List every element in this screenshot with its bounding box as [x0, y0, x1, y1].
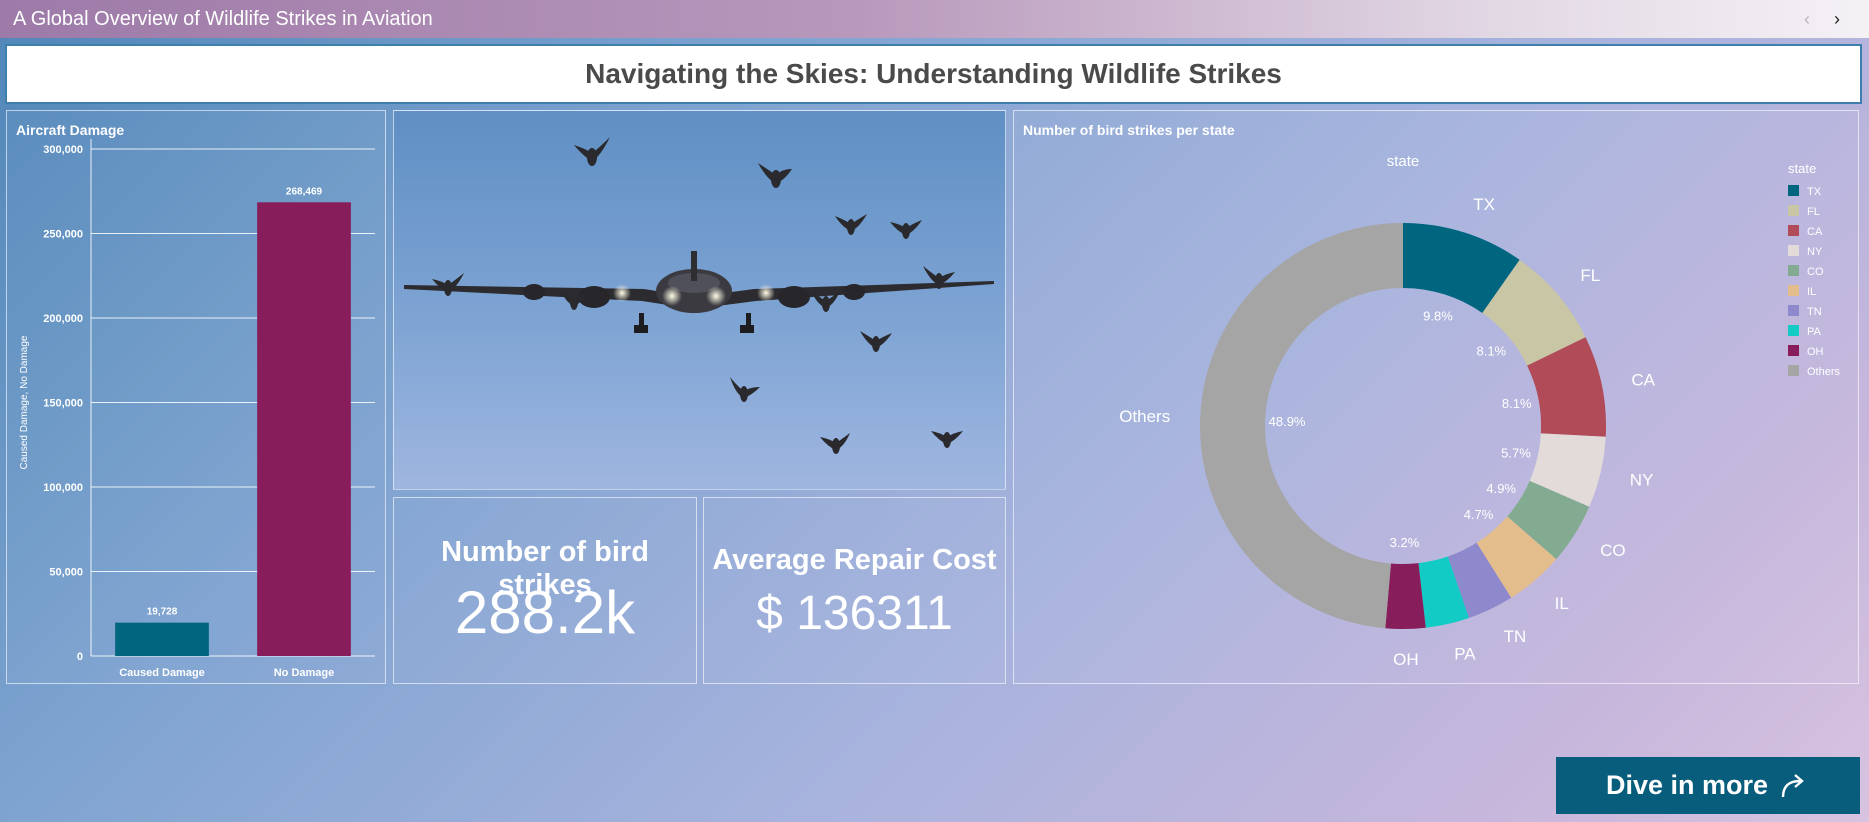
- state-strikes-chart: state 9.8% TX 8.1% FL 8.1% CA 5.7% NY 4.9% CO 4.7% I…: [1119, 153, 1841, 669]
- share-arrow-icon: [1781, 773, 1804, 797]
- donut-chart-title: Number of bird strikes per state: [1023, 122, 1235, 138]
- chevron-right-icon[interactable]: ›: [1834, 8, 1840, 29]
- repair-cost-value: $ 136311: [756, 587, 953, 640]
- x-tick-label: Caused Damage: [119, 667, 205, 679]
- slice-percent-label: 4.9%: [1486, 481, 1516, 496]
- bar[interactable]: [257, 202, 351, 656]
- repair-cost-label: Average Repair Cost: [712, 544, 997, 576]
- legend-swatch[interactable]: [1788, 205, 1799, 216]
- slice-category-label: OH: [1393, 650, 1419, 669]
- slice-category-label: TN: [1504, 627, 1527, 646]
- bird-strikes-kpi: Number of bird strikes 288.2k: [393, 497, 697, 684]
- slice-category-label: CA: [1631, 371, 1655, 390]
- donut-slice[interactable]: [1385, 563, 1426, 629]
- donut-slice[interactable]: [1447, 542, 1512, 618]
- legend-title: state: [1788, 161, 1816, 176]
- y-tick-label: 0: [77, 651, 83, 663]
- legend-label[interactable]: FL: [1807, 206, 1820, 218]
- slice-percent-label: 4.7%: [1464, 507, 1494, 522]
- slice-percent-label: 5.7%: [1501, 446, 1531, 461]
- bar-chart-title: Aircraft Damage: [16, 122, 125, 138]
- birds-group: [432, 137, 963, 454]
- slice-percent-label: 8.1%: [1476, 344, 1506, 359]
- y-axis-label: Caused Damage, No Damage: [19, 335, 30, 469]
- legend-label[interactable]: CO: [1807, 266, 1824, 278]
- donut-slice[interactable]: [1403, 223, 1520, 314]
- bar-value-label: 19,728: [147, 607, 178, 618]
- donut-slice[interactable]: [1418, 556, 1469, 628]
- dashboard-banner: Navigating the Skies: Understanding Wild…: [5, 44, 1862, 104]
- donut-slice[interactable]: [1200, 223, 1403, 629]
- slice-category-label: PA: [1454, 644, 1476, 663]
- donut-slice[interactable]: [1476, 516, 1557, 598]
- slice-percent-label: 48.9%: [1269, 414, 1306, 429]
- y-tick-label: 200,000: [43, 313, 83, 325]
- y-tick-label: 150,000: [43, 398, 83, 410]
- aircraft-damage-chart: 0 50,000 100,000 150,000 200,000 250,000 300,0…: [19, 139, 375, 679]
- x-tick-label: No Damage: [274, 667, 335, 679]
- bird-strikes-value: 288.2k: [454, 579, 636, 646]
- donut-subtitle: state: [1387, 153, 1420, 170]
- legend-label[interactable]: CA: [1807, 226, 1823, 238]
- dive-in-more-button[interactable]: Dive in more: [1556, 757, 1860, 814]
- slice-percent-label: 3.2%: [1390, 535, 1420, 550]
- state-strikes-panel: Number of bird strikes per state state 9.…: [1013, 110, 1859, 684]
- legend-swatch[interactable]: [1788, 225, 1799, 236]
- slice-category-label: TX: [1473, 195, 1495, 214]
- bar-value-label: 268,469: [286, 186, 323, 197]
- y-tick-label: 100,000: [43, 482, 83, 494]
- legend-swatch[interactable]: [1788, 285, 1799, 296]
- slice-category-label: CO: [1600, 541, 1626, 560]
- legend-label[interactable]: Others: [1807, 366, 1841, 378]
- y-tick-label: 300,000: [43, 144, 83, 156]
- legend-swatch[interactable]: [1788, 305, 1799, 316]
- chevron-left-icon[interactable]: ‹: [1804, 8, 1810, 29]
- legend-label[interactable]: TN: [1807, 306, 1822, 318]
- legend-label[interactable]: OH: [1807, 346, 1824, 358]
- y-tick-label: 250,000: [43, 229, 83, 241]
- slice-category-label: NY: [1630, 470, 1654, 489]
- legend-swatch[interactable]: [1788, 265, 1799, 276]
- app-title: A Global Overview of Wildlife Strikes in…: [13, 7, 433, 30]
- donut-slice[interactable]: [1527, 337, 1606, 437]
- legend-label[interactable]: NY: [1807, 246, 1823, 258]
- slice-percent-label: 8.1%: [1502, 396, 1532, 411]
- legend-swatch[interactable]: [1788, 345, 1799, 356]
- legend-swatch[interactable]: [1788, 365, 1799, 376]
- donut-slice[interactable]: [1482, 259, 1586, 366]
- donut-slice[interactable]: [1507, 480, 1590, 560]
- legend-label[interactable]: TX: [1807, 186, 1822, 198]
- legend-label[interactable]: IL: [1807, 286, 1816, 298]
- plane-birds-image: [393, 110, 1006, 490]
- airplane-icon: [404, 251, 994, 333]
- repair-cost-kpi: Average Repair Cost $ 136311: [703, 497, 1006, 684]
- donut-slice[interactable]: [1529, 433, 1606, 507]
- aircraft-damage-panel: Aircraft Damage 0 50,000 100,000 150,000 200…: [6, 110, 386, 684]
- slice-category-label: IL: [1555, 594, 1569, 613]
- legend-swatch[interactable]: [1788, 325, 1799, 336]
- legend-swatch[interactable]: [1788, 185, 1799, 196]
- bird-strikes-label: Number of bird strikes: [441, 536, 649, 601]
- slice-category-label: Others: [1119, 407, 1170, 426]
- dive-in-more-label: Dive in more: [1605, 770, 1769, 800]
- airplane-illustration: [404, 137, 994, 454]
- bar[interactable]: [115, 622, 209, 656]
- legend-swatch[interactable]: [1788, 245, 1799, 256]
- slice-category-label: FL: [1580, 266, 1600, 285]
- slice-percent-label: 9.8%: [1423, 308, 1453, 323]
- top-bar: A Global Overview of Wildlife Strikes in…: [0, 0, 1869, 38]
- y-tick-label: 50,000: [49, 567, 83, 579]
- legend-label[interactable]: PA: [1807, 326, 1822, 338]
- dashboard-title: Navigating the Skies: Understanding Wild…: [585, 58, 1282, 89]
